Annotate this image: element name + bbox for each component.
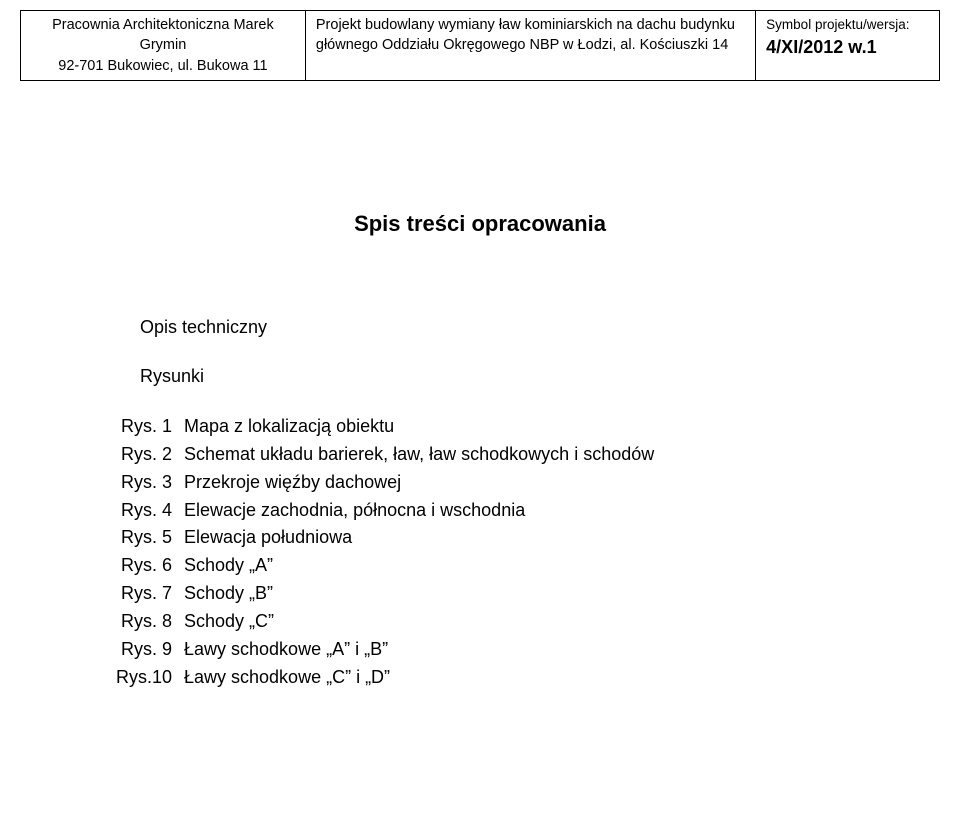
page-title: Spis treści opracowania <box>20 211 940 237</box>
description-label: Opis techniczny <box>140 317 940 338</box>
drawing-number: Rys. 8 <box>98 608 184 636</box>
list-item: Rys. 8 Schody „C” <box>98 608 940 636</box>
drawing-title: Ławy schodkowe „A” i „B” <box>184 636 940 664</box>
author-line1: Pracownia Architektoniczna Marek Grymin <box>52 17 274 53</box>
drawing-title: Schody „C” <box>184 608 940 636</box>
drawings-list: Rys. 1 Mapa z lokalizacją obiektu Rys. 2… <box>98 413 940 692</box>
list-item: Rys. 1 Mapa z lokalizacją obiektu <box>98 413 940 441</box>
drawings-label: Rysunki <box>140 366 940 387</box>
project-line2: głównego Oddziału Okręgowego NBP w Łodzi… <box>316 37 728 53</box>
project-line1: Projekt budowlany wymiany ław kominiarsk… <box>316 17 735 33</box>
list-item: Rys. 7 Schody „B” <box>98 580 940 608</box>
drawing-number: Rys. 5 <box>98 524 184 552</box>
symbol-value: 4/XI/2012 w.1 <box>766 37 876 57</box>
drawing-number: Rys. 9 <box>98 636 184 664</box>
content-section: Opis techniczny Rysunki Rys. 1 Mapa z lo… <box>140 317 940 692</box>
header-cell-author: Pracownia Architektoniczna Marek Grymin … <box>21 11 306 81</box>
drawing-title: Mapa z lokalizacją obiektu <box>184 413 940 441</box>
drawing-number: Rys. 3 <box>98 469 184 497</box>
symbol-label: Symbol projektu/wersja: <box>766 17 909 32</box>
list-item: Rys. 9 Ławy schodkowe „A” i „B” <box>98 636 940 664</box>
list-item: Rys. 3 Przekroje więźby dachowej <box>98 469 940 497</box>
list-item: Rys. 6 Schody „A” <box>98 552 940 580</box>
list-item: Rys. 5 Elewacja południowa <box>98 524 940 552</box>
drawing-title: Elewacje zachodnia, północna i wschodnia <box>184 497 940 525</box>
drawing-title: Przekroje więźby dachowej <box>184 469 940 497</box>
drawing-number: Rys. 4 <box>98 497 184 525</box>
header-cell-symbol: Symbol projektu/wersja: 4/XI/2012 w.1 <box>756 11 940 81</box>
drawing-number: Rys. 7 <box>98 580 184 608</box>
drawing-number: Rys. 2 <box>98 441 184 469</box>
drawing-title: Schemat układu barierek, ław, ław schodk… <box>184 441 940 469</box>
list-item: Rys. 2 Schemat układu barierek, ław, ław… <box>98 441 940 469</box>
header-cell-project: Projekt budowlany wymiany ław kominiarsk… <box>305 11 755 81</box>
drawing-title: Schody „B” <box>184 580 940 608</box>
author-line2: 92-701 Bukowiec, ul. Bukowa 11 <box>58 58 267 74</box>
drawing-title: Schody „A” <box>184 552 940 580</box>
title-section: Spis treści opracowania <box>20 211 940 237</box>
list-item: Rys. 4 Elewacje zachodnia, północna i ws… <box>98 497 940 525</box>
header-table: Pracownia Architektoniczna Marek Grymin … <box>20 10 940 81</box>
list-item: Rys.10 Ławy schodkowe „C” i „D” <box>98 664 940 692</box>
drawing-title: Ławy schodkowe „C” i „D” <box>184 664 940 692</box>
drawing-number: Rys.10 <box>98 664 184 692</box>
drawing-number: Rys. 1 <box>98 413 184 441</box>
drawing-title: Elewacja południowa <box>184 524 940 552</box>
drawing-number: Rys. 6 <box>98 552 184 580</box>
